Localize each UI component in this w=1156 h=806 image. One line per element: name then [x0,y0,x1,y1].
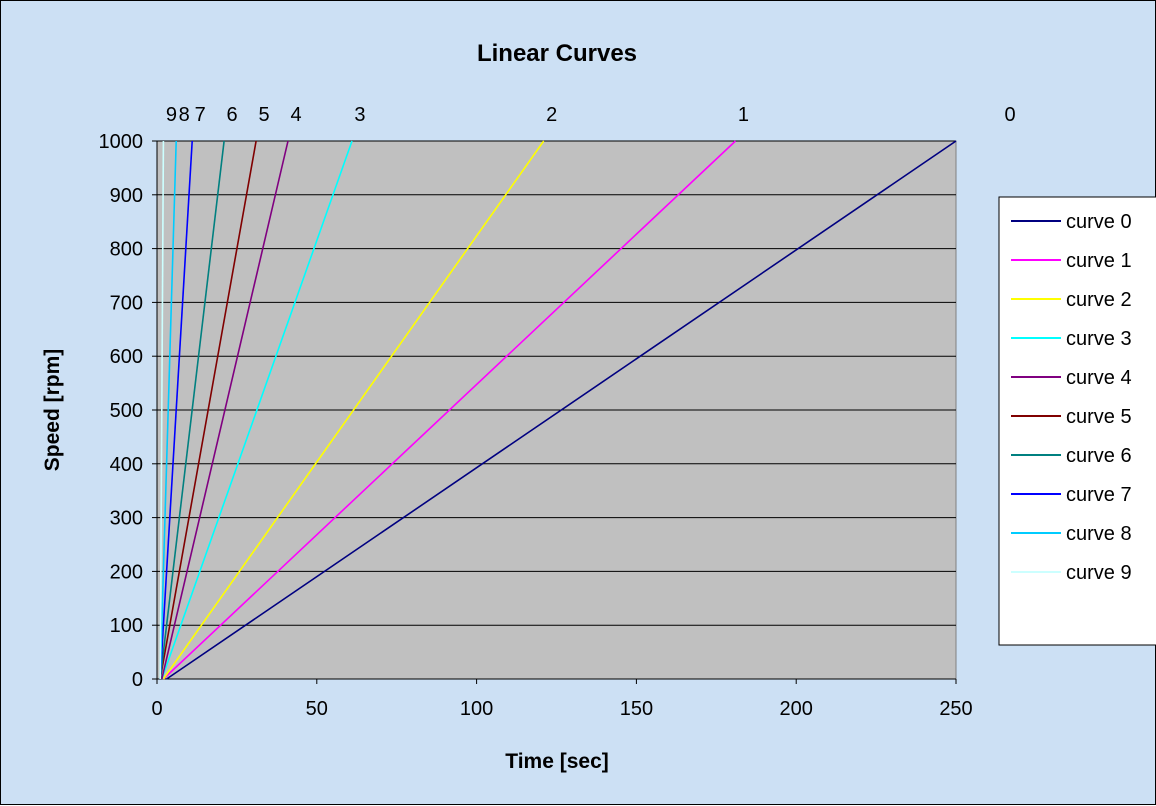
legend-label: curve 7 [1066,484,1132,506]
legend-box [998,196,1156,646]
x-tick-label: 0 [151,698,162,720]
curve-number-label: 3 [354,104,365,126]
y-tick-label: 0 [132,669,143,691]
y-tick-label: 1000 [99,131,144,153]
series-line-curve-9 [159,140,165,680]
legend-label: curve 0 [1066,211,1132,233]
y-tick-label: 600 [110,346,143,368]
series-line-curve-6 [159,140,225,680]
series-line-curve-0 [166,140,957,680]
series-line-curve-1 [162,140,737,680]
curve-number-label: 6 [227,104,238,126]
legend-label: curve 5 [1066,406,1132,428]
y-tick-label: 300 [110,508,143,530]
x-tick-label: 50 [306,698,328,720]
series-line-curve-8 [159,140,177,680]
curve-number-label: 5 [259,104,270,126]
y-tick-label: 400 [110,454,143,476]
x-tick-label: 250 [939,698,972,720]
x-axis-ticks: 0 50 100 150 200 250 [151,678,973,720]
legend-label: curve 8 [1066,523,1132,545]
y-axis-title: Speed [rpm] [41,349,64,472]
curve-number-label: 8 [179,104,190,126]
curve-number-label: 7 [195,104,206,126]
y-tick-label: 800 [110,239,143,261]
x-axis-title: Time [sec] [505,750,609,773]
series-line-curve-4 [161,140,289,680]
y-tick-label: 700 [110,292,143,314]
curve-number-label: 9 [166,104,177,126]
curve-number-label: 0 [1004,104,1015,126]
curve-number-label: 2 [546,104,557,126]
legend-label: curve 1 [1066,250,1132,272]
series-lines [159,140,957,680]
series-line-curve-5 [159,140,257,680]
legend-label: curve 4 [1066,367,1132,389]
legend-label: curve 2 [1066,289,1132,311]
chart-title: Linear Curves [477,40,637,67]
y-tick-label: 200 [110,561,143,583]
y-tick-label: 900 [110,185,143,207]
legend-label: curve 6 [1066,445,1132,467]
curve-number-label: 1 [738,104,749,126]
series-line-curve-7 [159,140,193,680]
y-tick-label: 100 [110,615,143,637]
series-line-curve-2 [162,140,545,680]
series-line-curve-3 [161,140,353,680]
legend: curve 0 curve 1 curve 2 curve 3 curve 4 curve… [998,196,1156,646]
y-axis-ticks: 0 100 200 300 400 500 600 700 800 900 1000 [99,131,158,691]
y-tick-label: 500 [110,400,143,422]
curve-number-label: 4 [290,104,301,126]
x-tick-label: 200 [780,698,813,720]
x-tick-label: 150 [620,698,653,720]
legend-label: curve 9 [1066,562,1132,584]
legend-label: curve 3 [1066,328,1132,350]
x-tick-label: 100 [460,698,493,720]
